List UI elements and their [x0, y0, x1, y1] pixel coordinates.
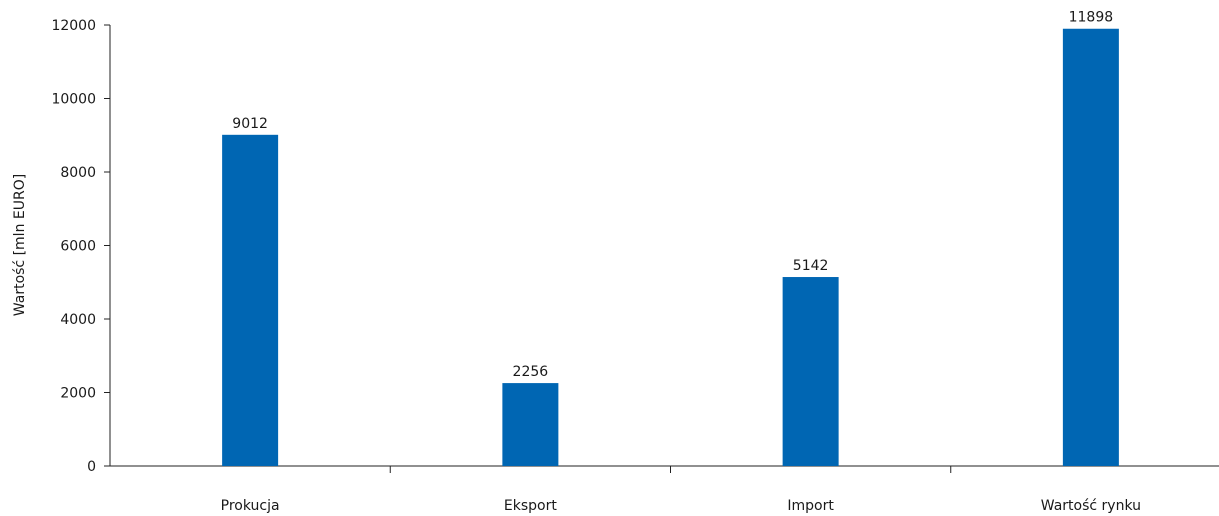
bar-value-label: 9012 — [232, 116, 268, 132]
x-category-label: Eksport — [504, 498, 557, 514]
bar-value-label: 11898 — [1069, 10, 1114, 26]
bar — [502, 383, 558, 466]
x-category-label: Import — [787, 498, 834, 514]
x-category-label: Wartość rynku — [1041, 498, 1141, 514]
y-tick-label: 0 — [87, 459, 96, 475]
bar-value-label: 5142 — [793, 258, 829, 274]
y-tick-label: 8000 — [60, 165, 96, 181]
y-axis-title: Wartość [mln EURO] — [12, 174, 28, 316]
y-tick-label: 12000 — [51, 18, 96, 34]
bars-group — [222, 29, 1119, 466]
bar — [783, 277, 839, 466]
data-labels-group: 9012 2256 5142 11898 — [232, 10, 1113, 380]
y-tick-label: 2000 — [60, 386, 96, 402]
y-tick-label: 6000 — [60, 239, 96, 255]
x-axis: Prokucja Eksport Import Wartość rynku — [110, 466, 1219, 514]
bar — [222, 135, 278, 466]
y-axis: 0 2000 4000 6000 8000 10000 12000 — [51, 18, 110, 475]
y-tick-label: 4000 — [60, 312, 96, 328]
x-category-label: Prokucja — [221, 498, 280, 514]
y-tick-label: 10000 — [51, 92, 96, 108]
bar-value-label: 2256 — [513, 364, 549, 380]
bar — [1063, 29, 1119, 466]
